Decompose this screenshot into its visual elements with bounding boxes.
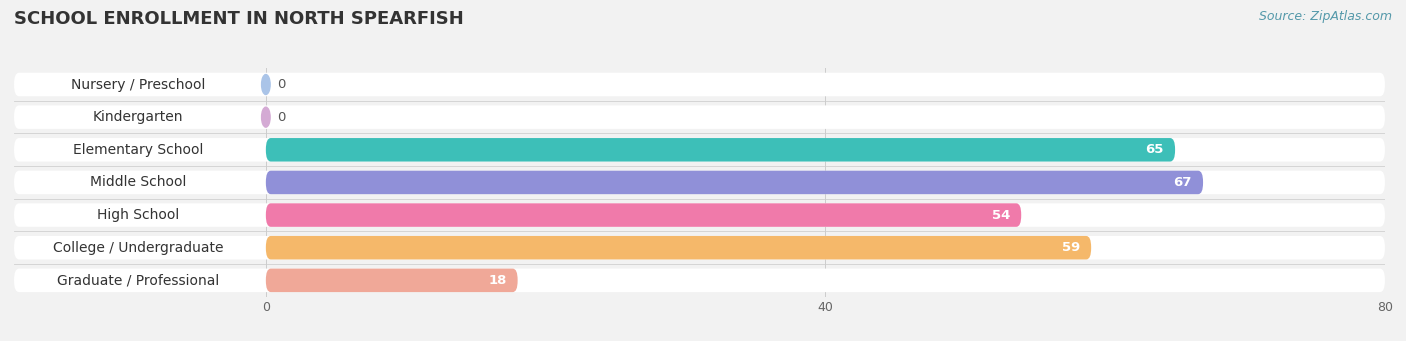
Text: 65: 65	[1146, 143, 1164, 156]
FancyBboxPatch shape	[14, 203, 1385, 227]
FancyBboxPatch shape	[266, 171, 1204, 194]
Text: Kindergarten: Kindergarten	[93, 110, 183, 124]
FancyBboxPatch shape	[14, 236, 1385, 260]
Text: 0: 0	[277, 78, 285, 91]
Text: Middle School: Middle School	[90, 175, 186, 190]
FancyBboxPatch shape	[266, 269, 517, 292]
FancyBboxPatch shape	[14, 171, 1385, 194]
FancyBboxPatch shape	[15, 139, 260, 160]
FancyBboxPatch shape	[15, 270, 260, 291]
Text: 0: 0	[277, 111, 285, 124]
Text: 18: 18	[488, 274, 506, 287]
Circle shape	[262, 75, 270, 94]
Text: Graduate / Professional: Graduate / Professional	[56, 273, 219, 287]
Text: SCHOOL ENROLLMENT IN NORTH SPEARFISH: SCHOOL ENROLLMENT IN NORTH SPEARFISH	[14, 10, 464, 28]
FancyBboxPatch shape	[15, 74, 260, 95]
FancyBboxPatch shape	[15, 172, 260, 193]
Text: 54: 54	[991, 209, 1010, 222]
FancyBboxPatch shape	[14, 73, 1385, 96]
FancyBboxPatch shape	[15, 237, 260, 258]
FancyBboxPatch shape	[266, 203, 1021, 227]
Text: 67: 67	[1174, 176, 1192, 189]
Text: Source: ZipAtlas.com: Source: ZipAtlas.com	[1258, 10, 1392, 23]
FancyBboxPatch shape	[266, 138, 1175, 162]
FancyBboxPatch shape	[14, 138, 1385, 162]
FancyBboxPatch shape	[14, 269, 1385, 292]
Text: 59: 59	[1062, 241, 1080, 254]
FancyBboxPatch shape	[15, 205, 260, 225]
Text: Elementary School: Elementary School	[73, 143, 202, 157]
Text: High School: High School	[97, 208, 179, 222]
FancyBboxPatch shape	[266, 236, 1091, 260]
Circle shape	[262, 107, 270, 127]
Text: Nursery / Preschool: Nursery / Preschool	[70, 77, 205, 91]
FancyBboxPatch shape	[14, 105, 1385, 129]
FancyBboxPatch shape	[15, 107, 260, 128]
Text: College / Undergraduate: College / Undergraduate	[52, 241, 224, 255]
